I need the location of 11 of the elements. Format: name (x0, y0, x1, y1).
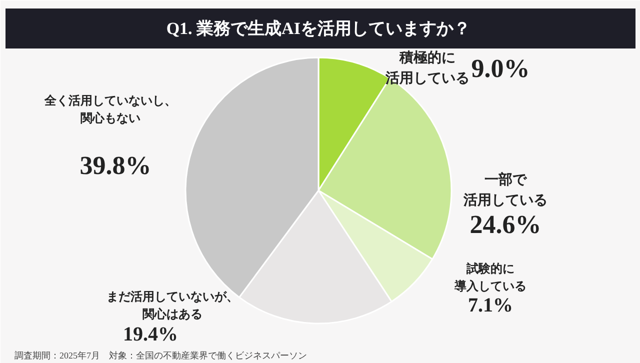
slice-label: 試験的に導入している (454, 262, 526, 293)
slice-label: 一部で活用している (462, 171, 548, 208)
data-label: 7.1% (468, 294, 513, 316)
data-label: 9.0% (471, 54, 530, 83)
text: 調査期間：2025年7月 対象：全国の不動産業界で働くビジネスパーソン (14, 350, 307, 360)
chart-title: Q1. 業務で生成AIを活用していますか？ (166, 19, 470, 38)
data-label: 19.4% (123, 324, 178, 346)
slice-label: まだ活用していないが、関心はある (106, 290, 238, 321)
slice-label: 全く活用していないし、関心もない (44, 94, 176, 125)
data-label: 39.8% (80, 151, 152, 180)
data-label: 24.6% (470, 210, 542, 239)
